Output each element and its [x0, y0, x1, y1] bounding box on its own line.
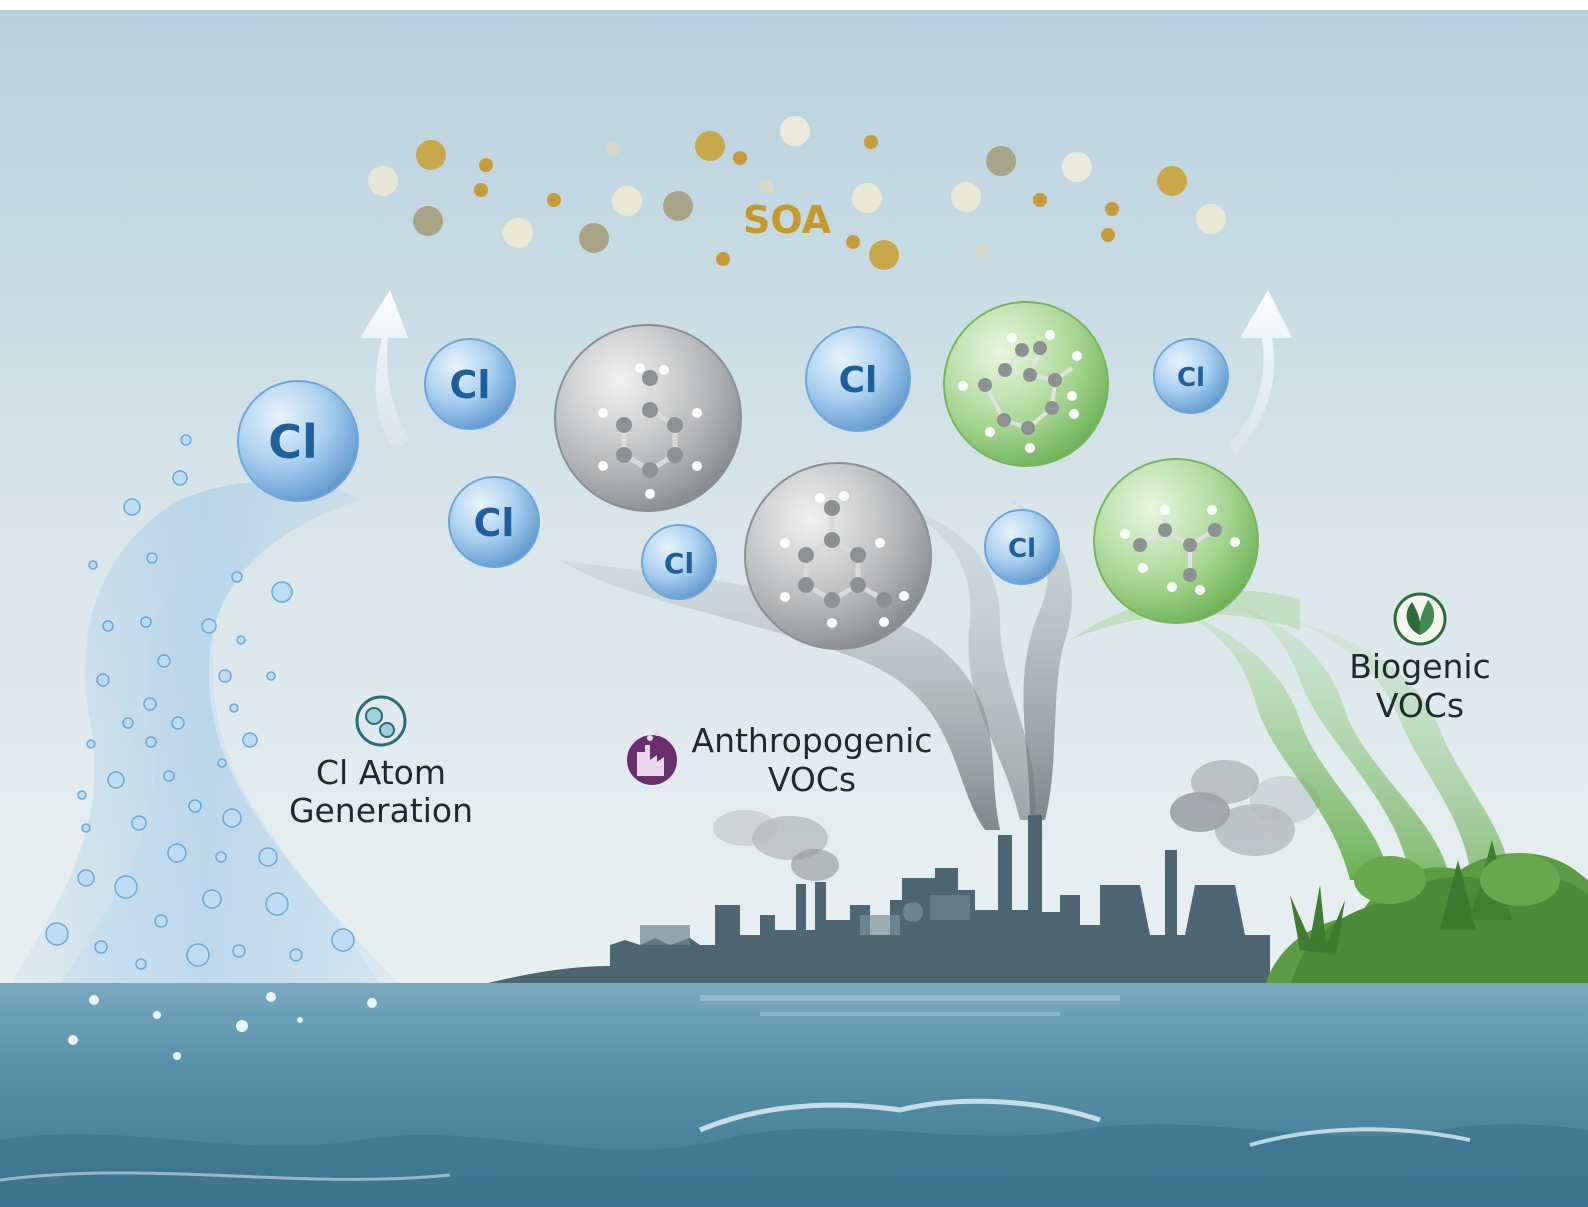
spray-bubbles [45, 434, 355, 970]
svg-text:Cl: Cl [664, 547, 694, 580]
anthropogenic-molecule-xylene [744, 462, 932, 650]
cl-atom: Cl [641, 524, 717, 600]
svg-text:VOCs: VOCs [768, 760, 856, 799]
vegetation [1265, 840, 1588, 985]
anthropogenic-molecule-toluene [554, 324, 742, 512]
anthropogenic-vocs-label: Anthropogenic VOCs [692, 721, 933, 799]
leaf-icon [1393, 592, 1447, 646]
sea-waves [0, 992, 1588, 1207]
svg-text:Cl: Cl [268, 415, 318, 469]
svg-text:Biogenic: Biogenic [1349, 647, 1490, 686]
svg-text:Cl: Cl [474, 501, 515, 545]
biogenic-vocs-label: Biogenic VOCs [1349, 647, 1490, 725]
svg-text:Cl: Cl [1008, 534, 1036, 564]
svg-text:Anthropogenic: Anthropogenic [692, 721, 933, 760]
soa-particles [368, 116, 1226, 270]
biogenic-molecule-terpene [943, 301, 1109, 467]
cl-atom: Cl [424, 338, 516, 430]
svg-text:Cl Atom: Cl Atom [316, 753, 446, 792]
cl-atom-generation-label: Cl Atom Generation [289, 753, 473, 830]
svg-text:Generation: Generation [289, 791, 473, 830]
svg-text:VOCs: VOCs [1376, 686, 1464, 725]
bubbles-icon [355, 695, 407, 747]
biogenic-molecule-isoprene [1093, 458, 1259, 624]
cl-atom: Cl [1153, 338, 1229, 414]
factory-icon [627, 730, 677, 785]
cl-atom: Cl [984, 509, 1060, 585]
svg-text:Cl: Cl [450, 363, 491, 407]
industrial-skyline [480, 815, 1270, 985]
svg-text:Cl: Cl [1177, 363, 1205, 393]
cl-atom: Cl [805, 326, 911, 432]
soa-label: SOA [743, 198, 832, 242]
biogenic-plumes [1070, 590, 1510, 880]
sea-spray-column [10, 481, 400, 985]
cl-atom: Cl [448, 476, 540, 568]
svg-text:Cl: Cl [839, 360, 878, 401]
left-up-arrow [360, 290, 410, 450]
cl-atom-large: Cl [237, 380, 359, 502]
right-up-arrow [1228, 290, 1292, 455]
